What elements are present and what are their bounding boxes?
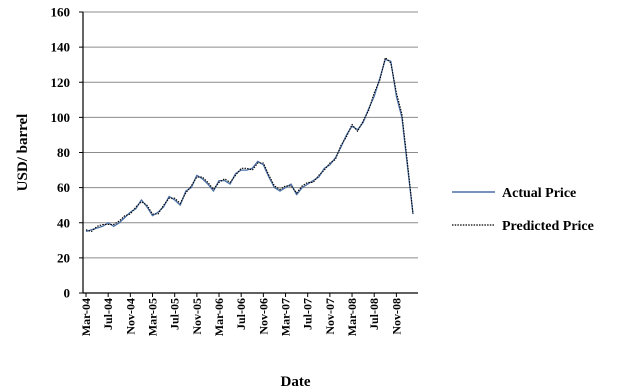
y-tick-label: 120 [51,75,71,90]
legend-label: Predicted Price [502,219,594,234]
x-tick-label: Nov-05 [190,298,204,335]
grid-lines [83,11,418,259]
x-tick-label: Jul-07 [301,298,315,330]
y-tick-label: 80 [57,145,70,160]
y-tick-label: 20 [57,250,70,265]
legend: Actual Price Predicted Price [452,186,594,234]
x-tick-label: Mar-07 [279,298,293,336]
series-line-predicted-price [85,57,414,233]
x-tick-label: Jul-05 [168,298,182,330]
x-tick-label: Nov-06 [256,298,270,335]
y-tick-label: 60 [57,180,70,195]
x-tick-label: Mar-08 [345,298,359,336]
y-tick-label: 160 [51,5,71,20]
x-tick-label: Mar-06 [212,298,226,336]
series-line-actual-price [85,58,414,233]
x-tick-label: Mar-04 [79,298,93,336]
x-tick-label: Jul-06 [234,298,248,330]
y-tick-label: 40 [57,215,70,230]
y-tick-label: 0 [64,286,71,301]
x-tick-label: Nov-04 [123,298,137,335]
y-tick-label: 100 [51,110,71,125]
x-axis-title: Date [281,374,311,390]
x-tick-label: Jul-04 [101,298,115,330]
legend-label: Actual Price [502,186,576,201]
x-tick-label: Jul-08 [367,298,381,330]
y-axis-ticks: 0 20 40 60 80 100 120 140 160 [51,5,83,301]
x-tick-label: Nov-08 [389,298,403,335]
x-tick-label: Mar-05 [146,298,160,336]
y-tick-label: 140 [51,40,71,55]
x-tick-label: Nov-07 [323,298,337,335]
y-axis-title: USD/ barrel [15,114,31,192]
series-layer [85,57,414,233]
x-axis-ticks: Mar-04 Jul-04 Nov-04 Mar-05 Jul-05 Nov-05 Mar-… [79,293,403,336]
